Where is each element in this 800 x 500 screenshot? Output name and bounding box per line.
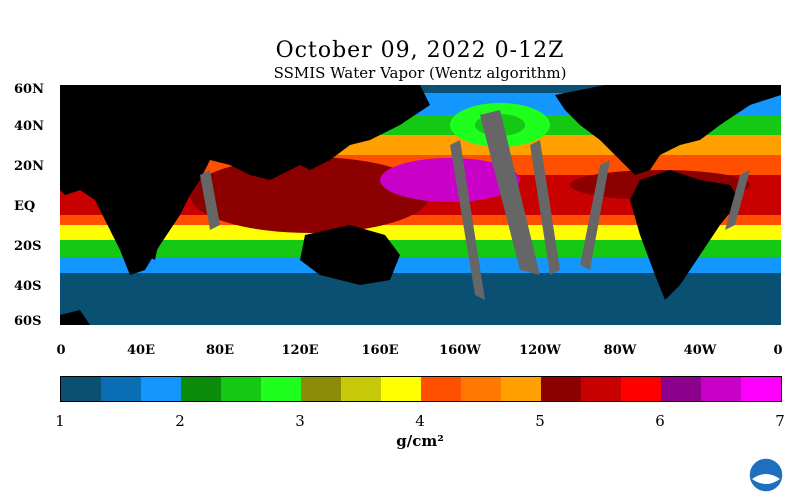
colorbar-swatch (181, 377, 221, 401)
colorbar-swatch (421, 377, 461, 401)
lon-label: 40E (127, 343, 155, 358)
map-subtitle: SSMIS Water Vapor (Wentz algorithm) (273, 64, 567, 82)
lon-label: 80E (206, 343, 234, 358)
lat-label-40n: 40N (14, 119, 44, 134)
colorbar-swatch (741, 377, 781, 401)
lon-label: 120E (281, 343, 319, 358)
colorbar-swatch (541, 377, 581, 401)
lat-label-60s: 60S (14, 314, 42, 329)
colorbar-swatch (701, 377, 741, 401)
colorbar-swatch (381, 377, 421, 401)
colorbar-swatch (221, 377, 261, 401)
colorbar-tick-label: 1 (55, 412, 65, 430)
lat-label-60n: 60N (14, 82, 44, 97)
colorbar (60, 376, 782, 402)
colorbar-swatch (501, 377, 541, 401)
colorbar-swatch (461, 377, 501, 401)
lat-label-40s: 40S (14, 279, 42, 294)
colorbar-swatch (581, 377, 621, 401)
colorbar-swatch (141, 377, 181, 401)
lat-label-20n: 20N (14, 159, 44, 174)
colorbar-swatch (341, 377, 381, 401)
lon-label: 0 (773, 343, 783, 358)
colorbar-tick-label: 4 (415, 412, 425, 430)
colorbar-swatch (261, 377, 301, 401)
colorbar-swatch (301, 377, 341, 401)
colorbar-swatch (621, 377, 661, 401)
colorbar-tick-label: 3 (295, 412, 305, 430)
lat-label-20s: 20S (14, 239, 42, 254)
colorbar-swatch (661, 377, 701, 401)
lon-label: 160E (361, 343, 399, 358)
water-vapor-map (60, 85, 781, 325)
lon-label: 160W (439, 343, 481, 358)
colorbar-swatch (61, 377, 101, 401)
colorbar-units: g/cm² (396, 432, 444, 450)
colorbar-tick-label: 5 (535, 412, 545, 430)
colorbar-tick-label: 6 (655, 412, 665, 430)
lat-label-eq: EQ (14, 199, 36, 214)
colorbar-tick-label: 7 (775, 412, 785, 430)
lon-label: 0 (56, 343, 66, 358)
colorbar-tick-label: 2 (175, 412, 185, 430)
lon-label: 120W (519, 343, 561, 358)
noaa-logo-icon (748, 455, 788, 495)
lon-label: 80W (603, 343, 637, 358)
lon-label: 40W (683, 343, 717, 358)
map-title: October 09, 2022 0-12Z (275, 38, 565, 63)
colorbar-swatch (101, 377, 141, 401)
